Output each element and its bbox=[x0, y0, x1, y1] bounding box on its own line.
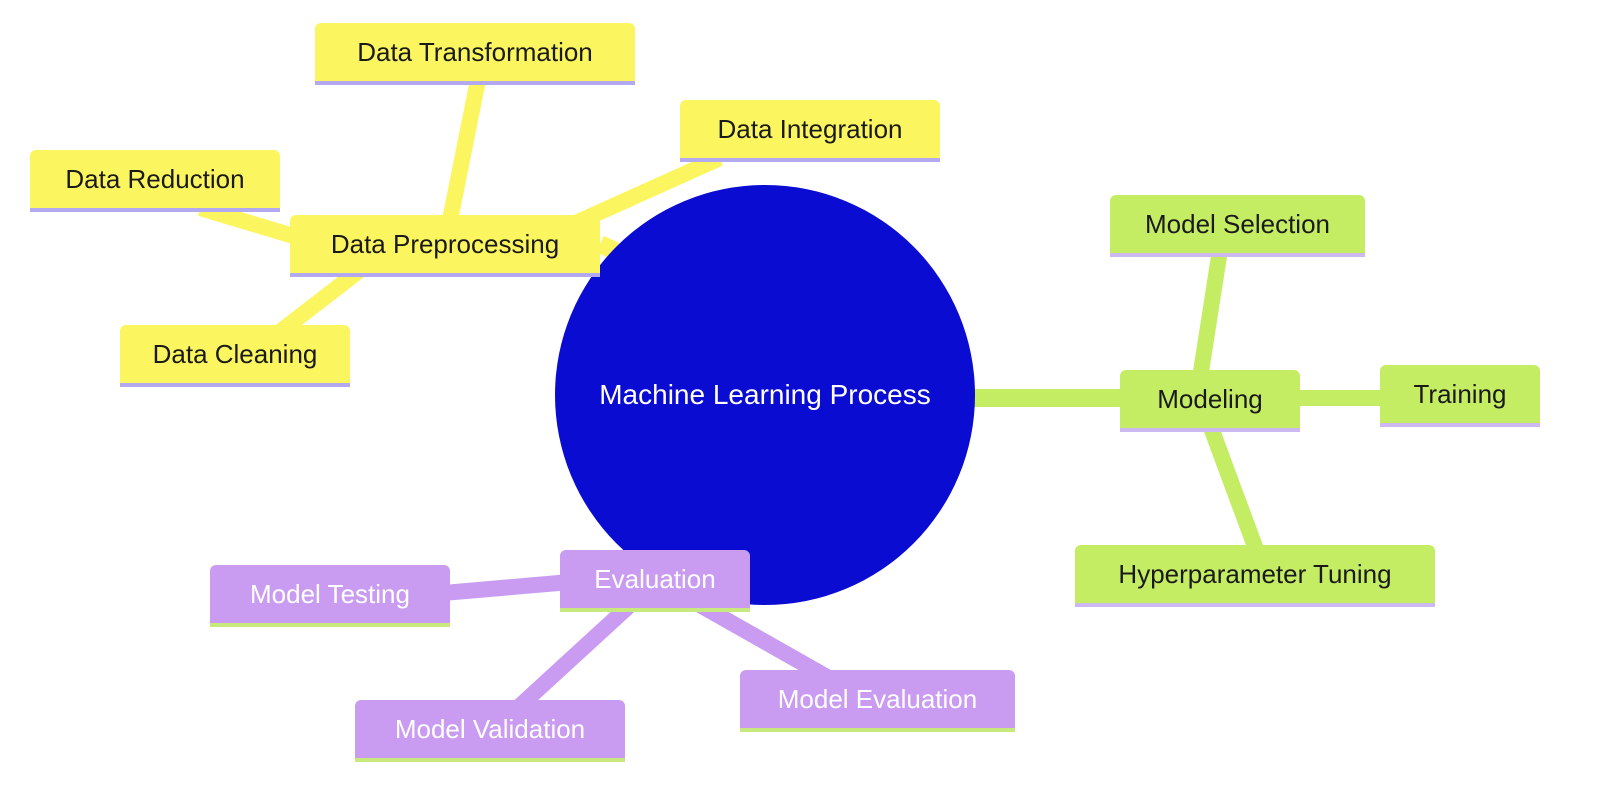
branch-modeling: Modeling bbox=[1120, 370, 1300, 428]
connector bbox=[1192, 249, 1228, 379]
leaf-evaluation-2: Model Evaluation bbox=[740, 670, 1015, 728]
branch-preprocessing: Data Preprocessing bbox=[290, 215, 600, 273]
branch-preprocessing-underline bbox=[290, 273, 600, 277]
connector bbox=[970, 389, 1130, 407]
leaf-evaluation-0: Model Testing bbox=[210, 565, 450, 623]
connector bbox=[1202, 422, 1267, 563]
leaf-modeling-1-underline bbox=[1380, 423, 1540, 427]
leaf-preprocessing-3-underline bbox=[120, 383, 350, 387]
leaf-preprocessing-1-underline bbox=[680, 158, 940, 162]
leaf-preprocessing-0: Data Transformation bbox=[315, 23, 635, 81]
leaf-preprocessing-2: Data Reduction bbox=[30, 150, 280, 208]
leaf-modeling-2-underline bbox=[1075, 603, 1435, 607]
mindmap-canvas: Machine Learning ProcessData Preprocessi… bbox=[0, 0, 1600, 800]
leaf-modeling-0: Model Selection bbox=[1110, 195, 1365, 253]
leaf-preprocessing-3: Data Cleaning bbox=[120, 325, 350, 383]
leaf-evaluation-2-underline bbox=[740, 728, 1015, 732]
leaf-evaluation-1: Model Validation bbox=[355, 700, 625, 758]
leaf-preprocessing-0-underline bbox=[315, 81, 635, 85]
center-node: Machine Learning Process bbox=[555, 185, 975, 605]
leaf-modeling-1: Training bbox=[1380, 365, 1540, 423]
leaf-evaluation-0-underline bbox=[210, 623, 450, 627]
leaf-modeling-2: Hyperparameter Tuning bbox=[1075, 545, 1435, 603]
leaf-modeling-0-underline bbox=[1110, 253, 1365, 257]
leaf-evaluation-1-underline bbox=[355, 758, 625, 762]
branch-evaluation-underline bbox=[560, 608, 750, 612]
connector bbox=[442, 78, 486, 221]
leaf-preprocessing-2-underline bbox=[30, 208, 280, 212]
branch-modeling-underline bbox=[1120, 428, 1300, 432]
branch-evaluation: Evaluation bbox=[560, 550, 750, 608]
leaf-preprocessing-1: Data Integration bbox=[680, 100, 940, 158]
